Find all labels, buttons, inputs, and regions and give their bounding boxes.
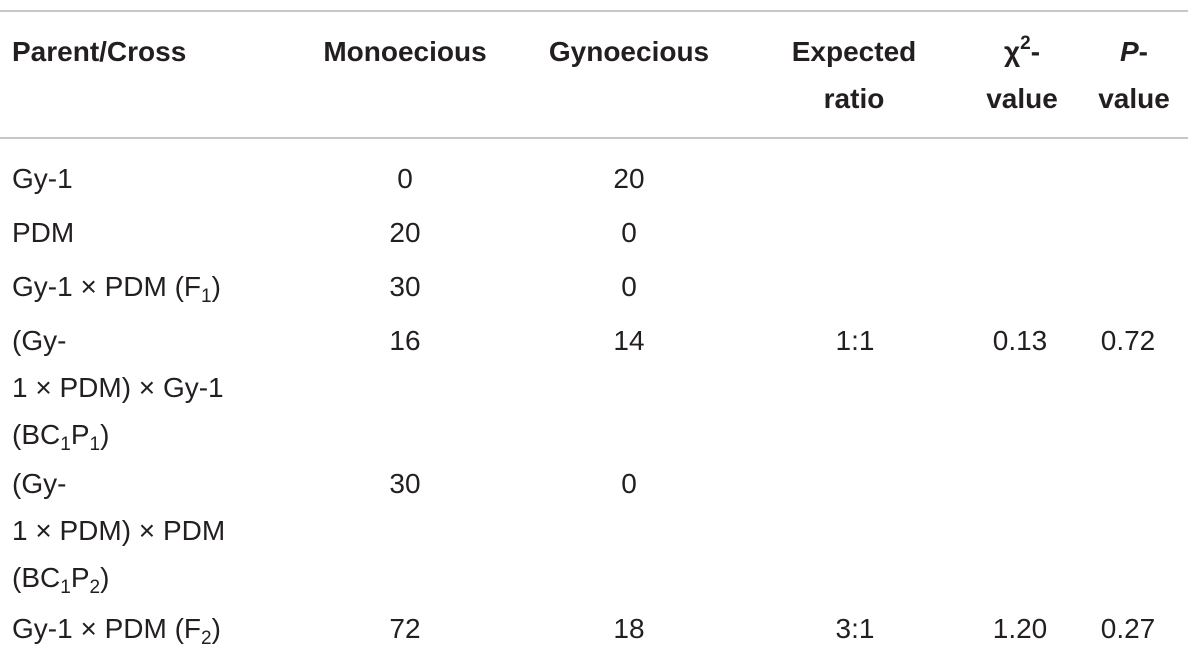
cell-p-value: 0.72 (1100, 325, 1156, 356)
cell-cross-line3: (BC1P2) (12, 561, 110, 598)
header-parent-cross: Parent/Cross (12, 36, 187, 67)
cross-subscript: 2 (201, 628, 212, 649)
cell-cross-line3: (BC1P1) (12, 418, 110, 455)
cell-chi-square: 0.13 (992, 325, 1048, 356)
cross-text-end: ) (211, 271, 221, 302)
cell-gynoecious: 20 (613, 163, 645, 194)
chi-superscript: 2 (1020, 33, 1031, 54)
header-expected-ratio-line1: Expected (791, 36, 917, 67)
header-expected-ratio-line2: ratio (823, 83, 885, 114)
cell-cross: Gy-1 (12, 163, 73, 194)
cross-subscript: 2 (89, 577, 101, 598)
p-dash: - (1138, 36, 1148, 67)
cell-cross-line2: 1 × PDM) × Gy-1 (12, 372, 224, 403)
table-top-rule (0, 10, 1188, 12)
cell-expected-ratio: 1:1 (835, 325, 875, 356)
cross-subscript: 1 (60, 577, 71, 598)
header-chi-square-line1: χ2- (968, 33, 1076, 71)
cross-text: Gy-1 × PDM (F (12, 613, 202, 644)
cell-cross-line2: 1 × PDM) × PDM (12, 515, 226, 546)
cell-gynoecious: 0 (621, 271, 637, 302)
cell-gynoecious: 0 (621, 217, 637, 248)
cell-monoecious: 20 (389, 217, 421, 248)
cell-gynoecious: 18 (613, 613, 645, 644)
cross-text: (BC (12, 419, 61, 450)
cross-text-end: ) (211, 613, 221, 644)
header-gynoecious: Gynoecious (548, 36, 710, 67)
cell-gynoecious: 14 (613, 325, 645, 356)
cross-subscript: 1 (60, 434, 71, 455)
cell-monoecious: 0 (397, 163, 413, 194)
cell-cross: Gy-1 × PDM (F2) (12, 612, 221, 649)
header-p-value-line2: value (1098, 83, 1170, 114)
cell-cross: PDM (12, 217, 75, 248)
header-p-value-line1: P- (1078, 33, 1190, 71)
chi-dash: - (1030, 36, 1041, 67)
cell-cross: Gy-1 × PDM (F1) (12, 270, 221, 307)
cell-chi-square: 1.20 (992, 613, 1048, 644)
cell-monoecious: 16 (389, 325, 421, 356)
cross-subscript: 1 (89, 434, 101, 455)
p-symbol: P (1119, 36, 1139, 67)
header-chi-square-line2: value (986, 83, 1058, 114)
cell-p-value: 0.27 (1100, 613, 1156, 644)
cell-monoecious: 30 (389, 468, 421, 499)
cell-monoecious: 72 (389, 613, 421, 644)
cell-monoecious: 30 (389, 271, 421, 302)
cross-text: (BC (12, 562, 61, 593)
cross-text-end: ) (100, 419, 110, 450)
cell-gynoecious: 0 (621, 468, 637, 499)
cross-text-end: ) (100, 562, 110, 593)
cross-text: P (70, 419, 90, 450)
cell-cross-line1: (Gy- (12, 468, 67, 499)
cross-subscript: 1 (201, 286, 212, 307)
chi-symbol: χ (1003, 36, 1021, 67)
header-bottom-rule (0, 137, 1188, 139)
cross-text: P (70, 562, 90, 593)
cell-expected-ratio: 3:1 (835, 613, 875, 644)
cell-cross-line1: (Gy- (12, 325, 67, 356)
header-monoecious: Monoecious (323, 36, 487, 67)
cross-text: Gy-1 × PDM (F (12, 271, 202, 302)
